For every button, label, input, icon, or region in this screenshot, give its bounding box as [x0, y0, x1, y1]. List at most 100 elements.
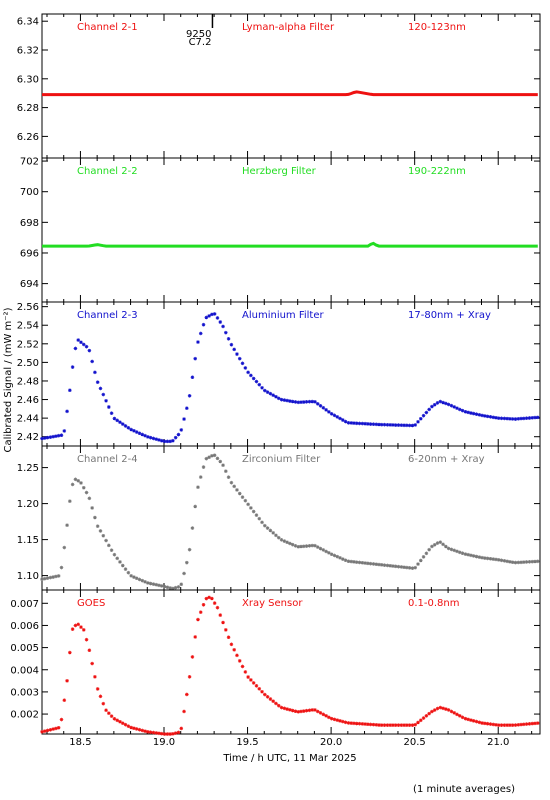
data-point	[224, 330, 228, 335]
data-point	[399, 423, 404, 427]
data-point	[310, 543, 314, 548]
data-point	[508, 559, 512, 564]
data-point	[491, 722, 496, 727]
data-point	[84, 344, 89, 349]
data-point	[533, 415, 537, 420]
data-point	[229, 342, 234, 347]
data-point	[379, 563, 384, 567]
data-point	[441, 400, 445, 405]
data-point	[93, 515, 97, 520]
data-point	[346, 721, 351, 725]
data-point	[494, 557, 498, 562]
data-point	[101, 533, 106, 538]
data-point	[421, 716, 426, 720]
data-point	[424, 551, 429, 556]
data-point	[45, 576, 50, 580]
data-point	[123, 722, 128, 727]
data-point	[527, 416, 532, 420]
data-point	[201, 465, 206, 469]
series-markers	[40, 312, 540, 444]
data-point	[304, 400, 309, 404]
data-point	[304, 544, 309, 548]
data-point	[120, 721, 125, 726]
data-point	[179, 582, 184, 587]
y-tick-label: 6.30	[17, 74, 39, 85]
data-point	[134, 727, 139, 731]
data-point	[112, 416, 117, 421]
data-point	[146, 435, 150, 439]
data-point	[516, 723, 521, 727]
flare-marker-class: C7.2	[189, 37, 212, 48]
data-point	[488, 556, 493, 561]
x-axis-label: Time / h UTC, 11 Mar 2025	[222, 753, 356, 764]
data-point	[444, 544, 448, 549]
data-point	[109, 411, 114, 415]
y-tick-label: 6.28	[17, 103, 39, 114]
data-point	[274, 533, 278, 538]
data-point	[70, 365, 75, 369]
data-point	[68, 388, 72, 393]
data-point	[533, 721, 537, 726]
data-point	[271, 393, 275, 398]
data-point	[371, 562, 376, 566]
data-point	[399, 723, 404, 727]
data-point	[430, 544, 434, 549]
data-point	[148, 581, 153, 586]
channel-label: GOES	[77, 598, 105, 609]
data-point	[240, 361, 245, 366]
data-point	[444, 707, 448, 711]
data-point	[385, 423, 390, 427]
data-point	[62, 698, 67, 703]
data-point	[224, 628, 228, 632]
data-point	[313, 543, 317, 548]
y-tick-label: 694	[20, 279, 39, 290]
data-point	[483, 414, 487, 418]
data-point	[171, 438, 175, 443]
data-point	[276, 535, 281, 540]
y-tick-label: 2.54	[17, 321, 39, 332]
data-point	[154, 582, 158, 587]
data-point	[313, 400, 317, 404]
data-point	[527, 560, 532, 564]
data-point	[229, 642, 234, 647]
data-point	[377, 562, 381, 567]
y-tick-label: 2.50	[17, 358, 39, 369]
data-point	[132, 575, 136, 579]
data-point	[396, 423, 401, 427]
data-point	[293, 709, 298, 714]
data-point	[452, 548, 457, 553]
data-point	[218, 613, 223, 617]
data-point	[73, 477, 78, 482]
channel-label: Channel 2-3	[77, 310, 138, 321]
data-point	[226, 635, 231, 640]
data-point	[496, 723, 501, 727]
data-point	[418, 718, 423, 723]
data-point	[93, 370, 97, 375]
data-point	[237, 356, 242, 361]
y-tick-label: 0.007	[10, 599, 39, 610]
data-point	[393, 423, 398, 427]
band-label: 120-123nm	[408, 22, 466, 33]
data-point	[354, 421, 359, 426]
data-point	[143, 729, 147, 733]
data-point	[341, 418, 345, 422]
data-point	[176, 730, 181, 735]
data-point	[107, 543, 111, 548]
data-point	[90, 359, 94, 364]
data-point	[288, 541, 292, 546]
data-point	[59, 565, 64, 570]
y-tick-label: 0.003	[10, 687, 39, 698]
data-point	[510, 560, 515, 565]
data-point	[499, 416, 504, 421]
data-point	[360, 560, 365, 565]
data-point	[533, 559, 537, 564]
data-point	[327, 551, 331, 555]
data-point	[118, 719, 122, 724]
data-point	[187, 547, 192, 552]
data-point	[427, 407, 431, 412]
data-point	[56, 725, 61, 730]
data-point	[42, 576, 47, 581]
data-point	[522, 722, 526, 727]
data-point	[193, 504, 197, 509]
data-point	[524, 722, 529, 726]
